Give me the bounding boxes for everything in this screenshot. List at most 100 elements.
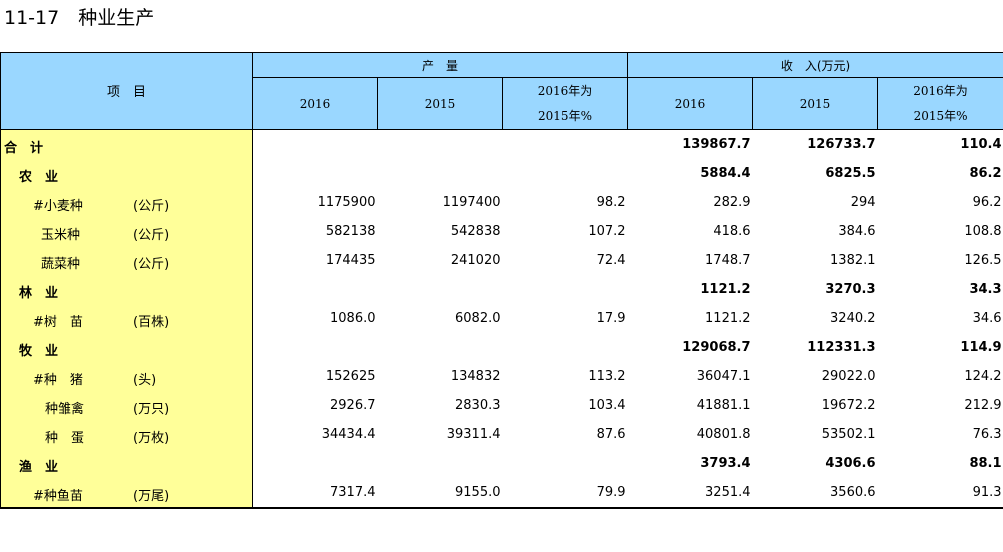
output-2016-cell: 7317.4 <box>252 478 378 509</box>
table-row: 农 业 5884.4 6825.5 86.2 <box>0 159 1003 188</box>
income-2016-cell: 3251.4 <box>627 478 753 509</box>
output-2016-cell: 174435 <box>325 253 376 268</box>
page-title: 11-17 种业生产 <box>4 7 155 29</box>
output-2016-cell: 1086.0 <box>330 311 376 326</box>
income-ratio-cell: 114.9 <box>960 340 1002 355</box>
income-2016-cell: 5884.4 <box>700 166 751 181</box>
output-ratio-header: 2016年为 2015年% <box>501 77 629 130</box>
item-name: 渔 业 <box>19 460 59 475</box>
income-ratio-cell: 124.2 <box>964 369 1002 384</box>
output-ratio-cell: 107.2 <box>588 224 626 239</box>
row-label-cell: 蔬菜种 (公斤) <box>0 246 253 275</box>
item-unit: (公斤) <box>133 199 170 214</box>
output-2015-cell <box>378 275 503 304</box>
income-2015-cell: 112331.3 <box>807 340 876 355</box>
item-unit: (头) <box>133 373 157 388</box>
output-2015-cell: 241020 <box>450 253 501 268</box>
table-row: #树 苗 (百株) 1086.0 6082.0 17.9 1121.2 3240.2 34.6 <box>0 304 1003 333</box>
output-2016-cell <box>253 130 378 160</box>
table-row: 蔬菜种 (公斤) 174435 241020 72.4 1748.7 1382.1 126.5 <box>0 246 1003 275</box>
output-ratio-cell: 103.4 <box>588 398 626 413</box>
row-label-cell: #小麦种 (公斤) <box>0 188 253 217</box>
row-label-cell: #种鱼苗 (万尾) <box>0 478 253 509</box>
income-ratio-cell: 91.3 <box>877 478 1003 509</box>
item-name: #树 苗 <box>33 315 83 330</box>
output-2015-cell <box>378 130 503 160</box>
output-2016-cell: 1175900 <box>317 195 376 210</box>
income-2016-cell: 282.9 <box>713 195 751 210</box>
income-2016-cell: 41881.1 <box>696 398 751 413</box>
output-2015-cell: 39311.4 <box>446 427 501 442</box>
income-ratio-cell: 86.2 <box>969 166 1002 181</box>
output-2015-cell: 2830.3 <box>455 398 501 413</box>
output-ratio-cell <box>503 130 628 160</box>
income-2016-header: 2016 <box>627 77 754 130</box>
table-row: 合 计 139867.7 126733.7 110.4 <box>0 129 1003 160</box>
income-2015-cell: 126733.7 <box>807 137 876 152</box>
income-2015-cell: 19672.2 <box>821 398 876 413</box>
item-name: 种 蛋 <box>45 431 85 446</box>
table-row: 种 蛋 (万枚) 34434.4 39311.4 87.6 40801.8 53502.1 7… <box>0 420 1003 449</box>
income-2016-cell: 1748.7 <box>705 253 751 268</box>
ratio-header-line2: 2015年% <box>913 108 968 123</box>
ratio-header-line1: 2016年为 <box>913 83 968 98</box>
table-row: 渔 业 3793.4 4306.6 88.1 <box>0 449 1003 478</box>
table-row: #种 猪 (头) 152625 134832 113.2 36047.1 29022.0 12… <box>0 362 1003 391</box>
row-label-cell: #树 苗 (百株) <box>0 304 253 333</box>
income-ratio-cell: 126.5 <box>964 253 1002 268</box>
output-ratio-cell: 87.6 <box>596 427 626 442</box>
output-ratio-cell <box>503 275 628 304</box>
income-2015-cell: 29022.0 <box>821 369 876 384</box>
row-label-cell: 渔 业 <box>0 449 253 478</box>
income-ratio-cell: 110.4 <box>960 137 1002 152</box>
income-2015-cell: 6825.5 <box>825 166 876 181</box>
item-name: #种 猪 <box>33 373 83 388</box>
row-label-cell: 牧 业 <box>0 333 253 362</box>
item-unit: (万枚) <box>133 431 170 446</box>
table-row: 种雏禽 (万只) 2926.7 2830.3 103.4 41881.1 19672.2 21… <box>0 391 1003 420</box>
income-2015-cell: 384.6 <box>838 224 876 239</box>
output-ratio-cell <box>503 159 628 188</box>
output-2015-cell: 6082.0 <box>455 311 501 326</box>
ratio-header-line1: 2016年为 <box>537 83 593 98</box>
income-ratio-cell: 96.2 <box>972 195 1002 210</box>
row-label-cell: 合 计 <box>0 129 253 159</box>
item-name: 林 业 <box>19 286 59 301</box>
seed-production-table: 项 目 产 量 收 入(万元) 2016 2015 2016年为 2015年% … <box>0 52 1003 509</box>
income-2015-cell: 4306.6 <box>825 456 876 471</box>
income-2016-cell: 36047.1 <box>696 369 751 384</box>
output-2016-cell <box>253 449 378 478</box>
item-name: 蔬菜种 <box>41 257 81 272</box>
row-label-cell: 农 业 <box>0 159 253 188</box>
table-body: 合 计 139867.7 126733.7 110.4 农 业 5884.4 6825.5 8… <box>0 129 1003 509</box>
income-2015-header: 2015 <box>752 77 879 130</box>
row-label-cell: 玉米种 (公斤) <box>0 217 253 246</box>
item-name: 农 业 <box>19 170 59 185</box>
income-2016-cell: 129068.7 <box>682 340 751 355</box>
income-2016-cell: 40801.8 <box>696 427 751 442</box>
income-2016-cell: 1121.2 <box>700 282 751 297</box>
row-label-cell: #种 猪 (头) <box>0 362 253 391</box>
income-ratio-cell: 34.6 <box>972 311 1002 326</box>
income-ratio-cell: 108.8 <box>964 224 1002 239</box>
item-unit: (公斤) <box>133 257 170 272</box>
ratio-header-line2: 2015年% <box>538 108 592 123</box>
item-unit: (公斤) <box>133 228 170 243</box>
output-group-header: 产 量 <box>251 52 629 78</box>
income-ratio-header: 2016年为 2015年% <box>877 77 1003 130</box>
output-ratio-cell: 79.9 <box>502 478 628 509</box>
income-2016-cell: 3793.4 <box>700 456 751 471</box>
item-name: 种雏禽 <box>45 402 85 417</box>
table-row: #小麦种 (公斤) 1175900 1197400 98.2 282.9 294 96.2 <box>0 188 1003 217</box>
output-2015-cell: 542838 <box>450 224 501 239</box>
row-label-cell: 林 业 <box>0 275 253 304</box>
output-2015-cell <box>378 333 503 362</box>
row-label-cell: 种雏禽 (万只) <box>0 391 253 420</box>
output-2016-cell: 2926.7 <box>330 398 376 413</box>
item-name: 牧 业 <box>19 344 59 359</box>
income-group-header: 收 入(万元) <box>627 52 1003 78</box>
income-2016-cell: 139867.7 <box>682 137 751 152</box>
income-2015-cell: 3240.2 <box>830 311 876 326</box>
row-label-cell: 种 蛋 (万枚) <box>0 420 253 449</box>
output-2016-cell: 152625 <box>325 369 376 384</box>
